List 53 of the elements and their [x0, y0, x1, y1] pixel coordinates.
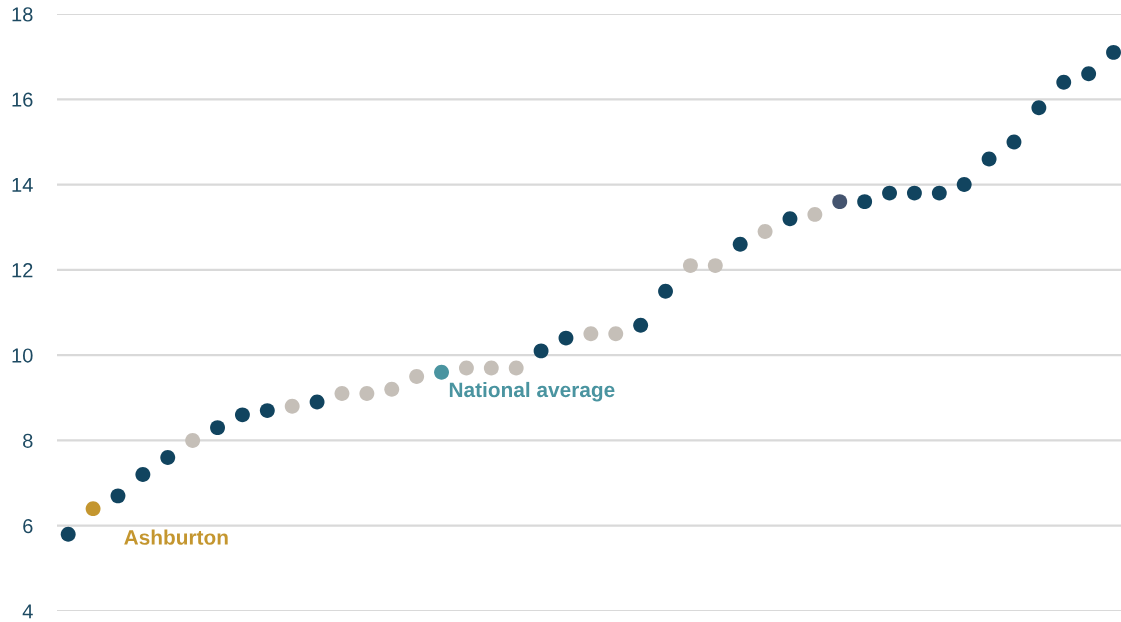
- point: [384, 381, 400, 397]
- point: [981, 151, 997, 167]
- point: [185, 432, 201, 448]
- y-tick-label: 8: [23, 433, 33, 448]
- point: [483, 360, 499, 376]
- point: [234, 407, 250, 423]
- point: [882, 185, 897, 201]
- point: [309, 394, 325, 410]
- y-tick-label: 14: [12, 178, 33, 192]
- point: [807, 206, 823, 222]
- point: [284, 398, 300, 414]
- point: [782, 211, 798, 227]
- point: [633, 317, 649, 333]
- series-label: National average: [449, 381, 615, 402]
- point: [85, 501, 101, 517]
- point: [832, 194, 848, 210]
- point: [931, 185, 947, 201]
- point: [906, 185, 922, 201]
- point: [583, 326, 599, 342]
- point: [558, 330, 574, 346]
- point: [508, 360, 524, 376]
- y-tick-label: 12: [12, 263, 33, 278]
- point: [658, 283, 673, 299]
- point: [160, 450, 176, 465]
- point: [359, 386, 375, 401]
- point: [1056, 74, 1072, 90]
- point: [135, 467, 151, 482]
- point: [857, 194, 873, 210]
- point: [956, 177, 972, 193]
- y-tick-label: 10: [12, 348, 33, 363]
- y-tick-label: 18: [12, 7, 33, 22]
- point: [210, 420, 225, 436]
- point: [110, 488, 126, 504]
- point: [1006, 134, 1022, 150]
- y-tick-label: 6: [23, 518, 33, 534]
- y-tick-label: 4: [22, 604, 33, 619]
- point: [1081, 66, 1097, 82]
- point: [1106, 44, 1121, 60]
- point: [1031, 100, 1047, 116]
- y-tick-label: 16: [12, 92, 33, 107]
- point: [757, 224, 773, 239]
- point: [259, 403, 275, 419]
- point: [732, 236, 748, 252]
- point: [608, 326, 624, 342]
- point: [409, 369, 425, 384]
- point: [682, 258, 698, 274]
- series-label: Ashburton: [124, 529, 228, 545]
- point: [707, 258, 723, 274]
- point: [533, 343, 549, 359]
- point: [458, 360, 474, 376]
- point: [434, 364, 449, 380]
- point: [60, 526, 76, 542]
- point: [334, 386, 350, 401]
